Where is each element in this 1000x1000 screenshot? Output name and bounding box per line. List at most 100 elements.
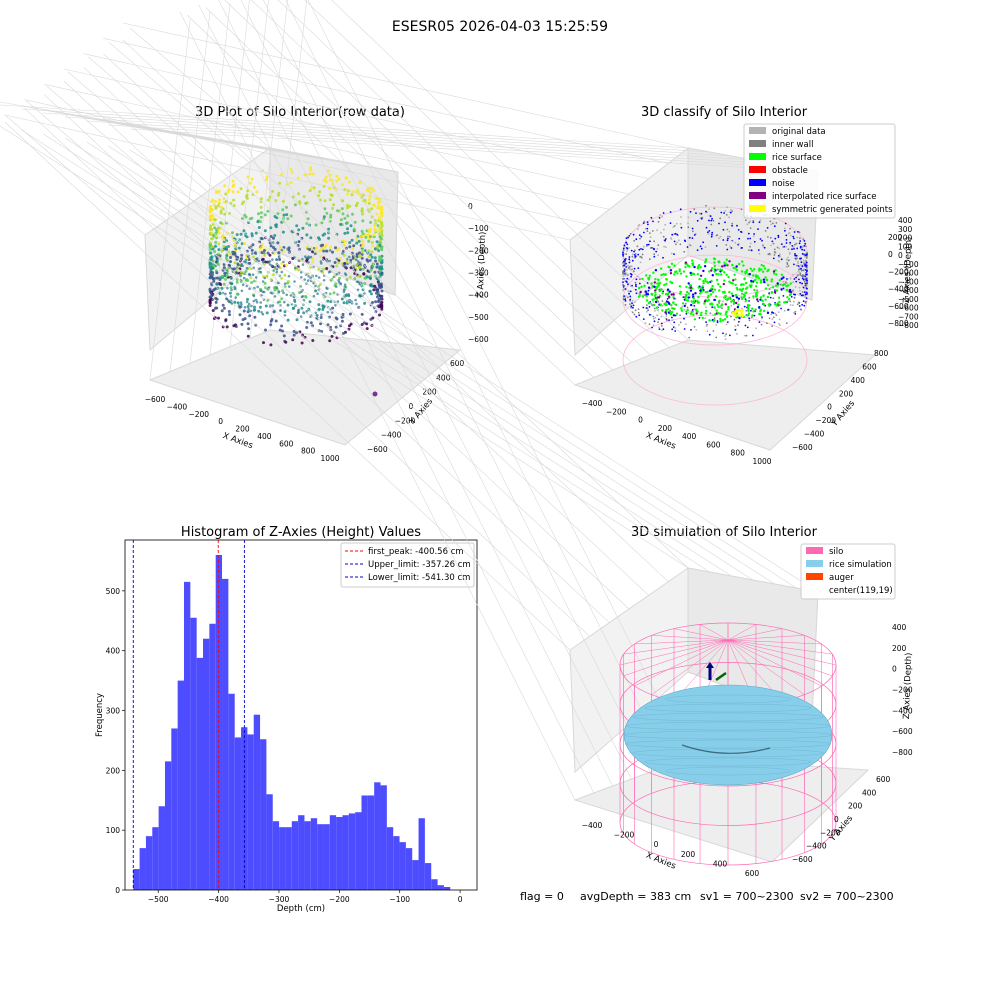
classify-3d-point (652, 317, 655, 320)
classify-3d-point (803, 240, 806, 242)
grid-line (25, 100, 167, 221)
classify-3d-z-tick: −200 (888, 267, 909, 276)
status-flag: flag = 0 (520, 890, 564, 903)
classify-3d-point (734, 309, 738, 312)
raw-3d-point (341, 212, 345, 216)
raw-3d-point (210, 218, 214, 221)
raw-3d-point (322, 267, 326, 271)
raw-3d-point (236, 301, 240, 305)
raw-3d-point (262, 251, 266, 255)
classify-3d-point (785, 281, 787, 284)
classify-3d-point (652, 301, 655, 303)
raw-3d-point (229, 286, 233, 290)
classify-3d-point (670, 293, 673, 296)
raw-3d-point (339, 218, 343, 222)
classify-3d-point (789, 282, 792, 285)
raw-3d-point (250, 248, 254, 252)
simulation-3d-z-tick: 200 (892, 644, 907, 653)
classify-3d-point (622, 249, 625, 252)
classify-3d-zlabel: Z Axies (Depth) (902, 236, 914, 303)
classify-3d-point (746, 303, 750, 307)
grid-line (0, 101, 271, 149)
raw-3d-point (293, 266, 297, 270)
raw-3d-point (300, 341, 304, 345)
classify-3d-point (758, 269, 761, 272)
classify-3d-point (762, 302, 765, 305)
raw-3d-point (343, 272, 347, 275)
raw-3d-point (376, 300, 380, 303)
classify-3d-point (798, 305, 801, 307)
raw-3d-point (345, 203, 349, 207)
raw-3d-point (371, 301, 374, 304)
classify-3d-point (724, 303, 727, 306)
classify-3d-point (661, 329, 663, 332)
simulation-3d-z-tick: −200 (892, 686, 913, 695)
classify-3d-point (675, 222, 678, 225)
raw-3d-point (283, 282, 287, 286)
classify-3d-point (784, 222, 787, 225)
classify-3d-point (684, 261, 688, 264)
raw-3d-point (248, 287, 251, 291)
classify-3d-point (773, 225, 776, 228)
classify-3d-point (676, 233, 678, 236)
raw-3d-point (217, 201, 221, 205)
raw-3d-point (271, 258, 274, 261)
histogram-bar (177, 680, 184, 890)
classify-3d-point (680, 226, 683, 229)
classify-3d-z-tick: 200 (888, 233, 903, 242)
raw-3d-point (328, 259, 331, 263)
classify-3d-point (692, 301, 695, 305)
raw-3d-point (309, 255, 313, 259)
classify-3d-point (654, 269, 658, 272)
classify-3d-point (684, 297, 687, 300)
classify-3d-point (642, 222, 645, 225)
classify-3d-point (737, 303, 740, 306)
classify-3d-point (647, 278, 651, 281)
classify-3d-point (634, 288, 637, 291)
classify-3d-point (756, 291, 759, 294)
classify-3d-point (775, 222, 778, 224)
raw-3d-point (263, 213, 267, 217)
classify-3d-point (769, 296, 772, 299)
raw-3d-point (275, 258, 278, 261)
raw-3d-point (345, 293, 348, 296)
status-sv1: sv1 = 700~2300 (700, 890, 794, 903)
classify-3d-point (758, 306, 761, 309)
classify-3d-point (713, 207, 716, 210)
classify-3d-point (634, 281, 637, 284)
classify-3d-point (628, 292, 630, 295)
classify-3d-point (715, 336, 718, 339)
classify-3d-point (689, 210, 692, 213)
raw-3d-point (293, 280, 296, 283)
classify-3d-point (753, 233, 755, 235)
classify-3d-point (640, 256, 643, 258)
grid-line (169, 11, 211, 372)
classify-3d-point (793, 231, 796, 233)
classify-3d-point (682, 296, 685, 298)
classify-3d-point (653, 240, 655, 243)
classify-3d-point (678, 324, 680, 326)
raw-3d-point (272, 236, 275, 240)
classify-3d-point (706, 330, 709, 333)
classify-3d-point (777, 259, 780, 262)
classify-3d-point (625, 272, 627, 274)
raw-3d-point (319, 244, 323, 248)
classify-3d-point (785, 322, 788, 324)
classify-3d-legend-swatch (749, 179, 766, 186)
classify-3d-point (760, 268, 763, 271)
classify-3d-point (793, 300, 795, 303)
classify-3d-point (769, 253, 771, 256)
raw-3d-point (240, 217, 244, 220)
raw-3d-point (348, 255, 351, 259)
classify-3d-point (802, 278, 805, 281)
classify-3d-point (806, 293, 808, 295)
raw-3d-point (269, 235, 273, 238)
classify-3d-point (637, 228, 639, 231)
raw-3d-point (231, 184, 235, 188)
classify-3d-point (667, 308, 670, 311)
classify-3d-point (759, 238, 762, 240)
raw-3d-point (375, 265, 379, 269)
raw-3d-point (244, 269, 248, 273)
histogram-lines (132, 540, 245, 890)
classify-3d-point (798, 242, 801, 245)
